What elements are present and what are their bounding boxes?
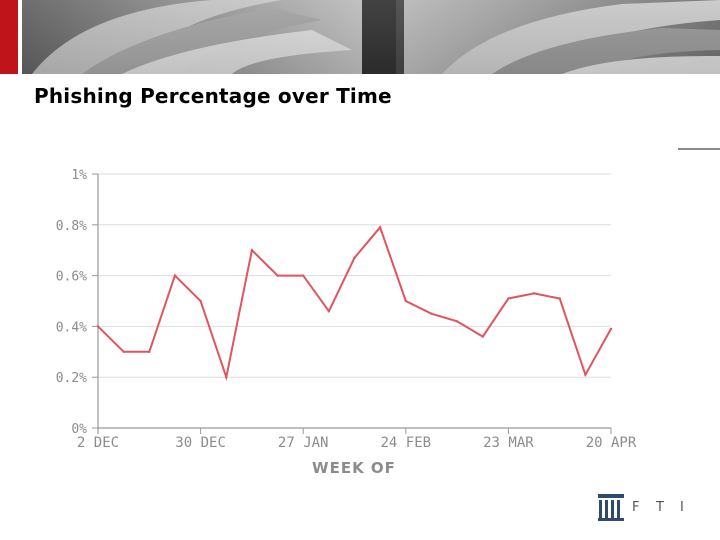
logo-letter-t: T (655, 500, 664, 515)
header-banner-image (22, 0, 720, 74)
series-line (97, 225, 612, 382)
y-tick-labels: 0% 0.2% 0.4% 0.6% 0.8% 1% (56, 168, 87, 437)
data-point (96, 325, 100, 328)
y-tick-label: 0.2% (56, 371, 87, 386)
data-point (276, 274, 279, 277)
data-point (148, 350, 151, 353)
data-point (558, 297, 561, 300)
logo-letter-f: F (632, 500, 639, 515)
x-tick-labels: 2 DEC 30 DEC 27 JAN 24 FEB 23 MAR 20 APR (77, 435, 637, 451)
y-tick-label: 1% (71, 168, 87, 183)
data-point (199, 299, 202, 303)
data-point (353, 256, 356, 260)
data-point (455, 320, 459, 323)
x-tick-label: 23 MAR (483, 435, 534, 451)
x-axis-label: WEEK OF (312, 459, 396, 477)
arches-photo (22, 0, 720, 74)
data-point (225, 376, 228, 379)
x-tick-label: 30 DEC (175, 435, 226, 451)
y-tick-label: 0.8% (56, 219, 87, 234)
y-tick-label: 0% (71, 422, 87, 437)
x-tick-label: 2 DEC (77, 435, 119, 451)
data-point (609, 327, 613, 331)
y-tick-label: 0.6% (56, 270, 87, 285)
fti-logo: F T I (598, 494, 684, 521)
data-point (378, 226, 382, 229)
data-point (404, 299, 407, 303)
x-tick-label: 20 APR (586, 435, 637, 451)
data-point (302, 274, 305, 277)
logo-letter-i: I (680, 500, 684, 515)
gridlines (98, 173, 611, 378)
decorative-rule (678, 148, 720, 150)
data-point (481, 335, 484, 338)
building-columns-icon (598, 494, 624, 521)
y-tick-label: 0.4% (56, 320, 87, 335)
data-point (532, 292, 536, 295)
slide-title: Phishing Percentage over Time (34, 84, 392, 108)
data-point (250, 249, 254, 252)
x-tick-label: 27 JAN (278, 435, 329, 451)
x-tick-label: 24 FEB (381, 435, 432, 451)
data-point (430, 312, 433, 315)
accent-bar (0, 0, 18, 74)
data-point (173, 274, 177, 277)
data-point (584, 373, 587, 376)
data-point (327, 309, 331, 313)
series (96, 225, 613, 382)
data-point (122, 350, 125, 353)
axes (92, 173, 612, 434)
data-point (507, 297, 510, 300)
